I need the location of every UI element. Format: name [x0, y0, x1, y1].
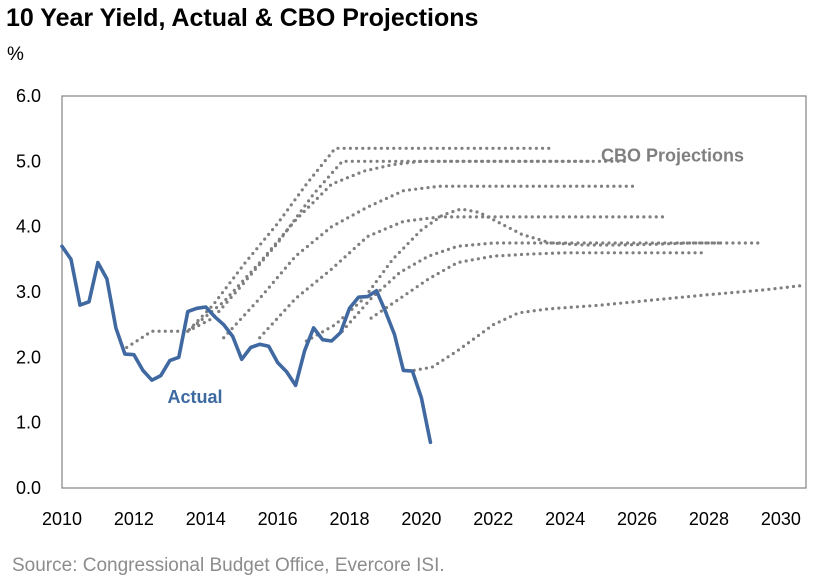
cbo-projection-line	[340, 241, 765, 333]
x-tick-label: 2028	[689, 509, 729, 529]
cbo-projections-label: CBO Projections	[601, 145, 744, 165]
x-tick-label: 2026	[617, 509, 657, 529]
x-tick-label: 2022	[473, 509, 513, 529]
y-axis-unit: %	[7, 44, 24, 65]
plot-area-frame	[61, 95, 807, 489]
y-tick-label: 2.0	[16, 347, 41, 367]
cbo-projection-line	[369, 251, 704, 320]
y-tick-label: 5.0	[16, 151, 41, 171]
cbo-projection-line	[412, 283, 805, 372]
actual-label: Actual	[167, 387, 222, 407]
cbo-projection-line	[186, 159, 632, 333]
series-layer	[60, 146, 805, 445]
x-tick-label: 2030	[761, 509, 801, 529]
y-tick-label: 0.0	[16, 478, 41, 498]
x-tick-label: 2010	[42, 509, 82, 529]
cbo-projection-line	[258, 215, 668, 340]
x-tick-label: 2024	[545, 509, 585, 529]
y-tick-label: 4.0	[16, 217, 41, 237]
y-tick-label: 6.0	[16, 86, 41, 106]
cbo-projection-line	[186, 159, 592, 333]
y-tick-label: 1.0	[16, 413, 41, 433]
x-tick-label: 2020	[401, 509, 441, 529]
cbo-projection-line	[222, 184, 636, 340]
cbo-projection-line	[125, 146, 557, 350]
x-tick-label: 2014	[186, 509, 226, 529]
y-tick-label: 3.0	[16, 282, 41, 302]
source-note: Source: Congressional Budget Office, Eve…	[12, 555, 445, 576]
x-tick-label: 2012	[114, 509, 154, 529]
actual-yield-line	[60, 244, 433, 445]
x-tick-label: 2018	[330, 509, 370, 529]
chart-title: 10 Year Yield, Actual & CBO Projections	[6, 4, 479, 32]
y-axis-ticks: 0.0 1.0 2.0 3.0 4.0 5.0 6.0	[16, 86, 41, 498]
annotation-layer: Actual CBO Projections	[167, 145, 744, 407]
x-tick-label: 2016	[258, 509, 298, 529]
x-axis-ticks: 2010 2012 2014 2016 2018 2020 2022 2024 2026 2028…	[42, 509, 801, 529]
cbo-projection-line	[304, 207, 722, 343]
